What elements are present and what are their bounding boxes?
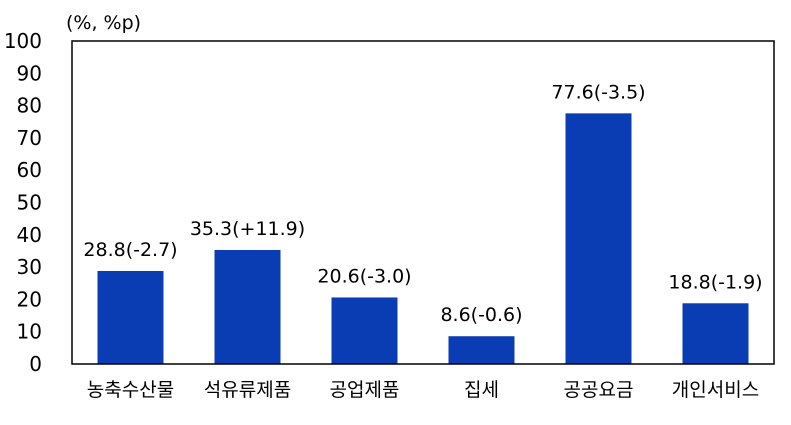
bars	[97, 113, 749, 365]
y-tick-label: 90	[17, 61, 42, 85]
category-label: 개인서비스	[672, 379, 759, 401]
category-label: 석유류제품	[204, 379, 291, 401]
y-tick-label: 100	[4, 29, 42, 53]
y-tick-label: 10	[17, 320, 42, 344]
unit-label: (%, %p)	[66, 12, 141, 34]
y-tick-label: 60	[17, 158, 42, 182]
y-tick-label: 0	[29, 352, 42, 376]
data-label: 35.3(+11.9)	[190, 218, 305, 240]
category-label: 공업제품	[330, 379, 400, 401]
bar	[97, 270, 164, 364]
data-label: 28.8(-2.7)	[83, 239, 177, 261]
data-label: 20.6(-3.0)	[317, 265, 411, 287]
category-label: 농축수산물	[87, 379, 174, 401]
y-axis-ticks: 0 10 20 30 40 50 60 70 80 90 100	[4, 29, 42, 376]
data-label: 18.8(-1.9)	[668, 271, 762, 293]
y-tick-label: 30	[17, 255, 42, 279]
bar	[448, 336, 515, 364]
y-tick-label: 40	[17, 223, 42, 247]
category-label: 집세	[464, 379, 499, 401]
bar	[682, 303, 749, 364]
y-tick-label: 80	[17, 94, 42, 118]
category-labels: 농축수산물 석유류제품 공업제품 집세 공공요금 개인서비스	[87, 379, 759, 401]
bar	[565, 113, 632, 365]
y-tick-label: 70	[17, 126, 42, 150]
data-label: 77.6(-3.5)	[551, 81, 645, 103]
category-label: 공공요금	[564, 379, 634, 401]
data-labels: 28.8(-2.7) 35.3(+11.9) 20.6(-3.0) 8.6(-0.6)…	[83, 81, 762, 326]
y-tick-label: 20	[17, 287, 42, 311]
plot-frame	[71, 40, 775, 365]
data-label: 8.6(-0.6)	[440, 304, 522, 326]
bar	[214, 249, 281, 364]
bar	[331, 297, 398, 364]
y-tick-label: 50	[17, 191, 42, 215]
